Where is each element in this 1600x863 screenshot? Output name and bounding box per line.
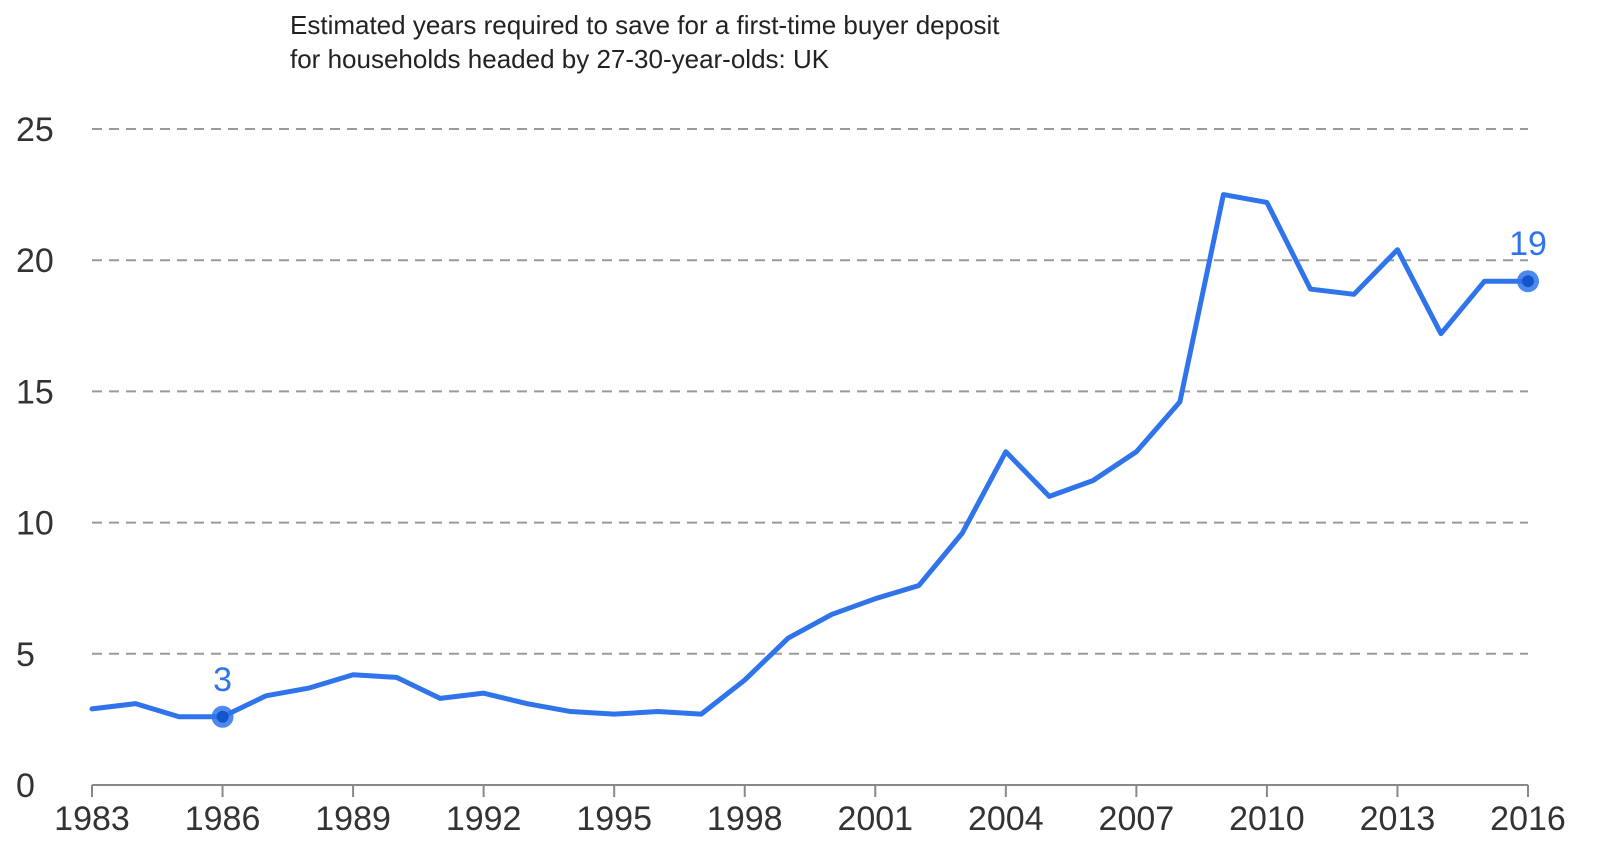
- y-tick-label: 0: [16, 767, 35, 805]
- gridlines: [92, 128, 1528, 655]
- x-tick-label: 2004: [968, 800, 1044, 838]
- chart-title: Estimated years required to save for a f…: [290, 10, 1000, 40]
- annotation-label: 19: [1509, 225, 1547, 263]
- annotation-marker: [1522, 275, 1534, 288]
- annotation-label: 3: [213, 661, 232, 699]
- series-layer: [89, 192, 1531, 720]
- x-tick-label: 2001: [837, 800, 913, 838]
- y-tick-label: 15: [16, 373, 54, 411]
- y-tick-label: 5: [16, 636, 35, 674]
- chart-title-block: Estimated years required to save for a f…: [290, 8, 1000, 76]
- annotation-marker: [216, 710, 229, 723]
- annotations: 3 19: [211, 225, 1547, 728]
- y-tick-label: 10: [16, 505, 54, 543]
- x-tick-label: 1995: [576, 800, 652, 838]
- y-tick-label: 20: [16, 242, 54, 280]
- x-tick-label: 2016: [1490, 800, 1566, 838]
- chart-subtitle: for households headed by 27-30-year-olds…: [290, 44, 830, 74]
- x-tick-label: 1998: [707, 800, 783, 838]
- x-tick-label: 2013: [1360, 800, 1436, 838]
- x-tick-label: 2010: [1229, 800, 1305, 838]
- x-tick-label: 2007: [1099, 800, 1175, 838]
- y-tick-label: 25: [16, 111, 54, 149]
- x-tick-label: 1983: [54, 800, 130, 838]
- series-line: [89, 192, 1531, 720]
- axes: 0 5 10 15 20 25 1983 1986 1989 1992 1995 1998 2001 20…: [16, 111, 1566, 838]
- x-tick-label: 1992: [446, 800, 522, 838]
- x-tick-label: 1986: [185, 800, 261, 838]
- x-tick-label: 1989: [315, 800, 391, 838]
